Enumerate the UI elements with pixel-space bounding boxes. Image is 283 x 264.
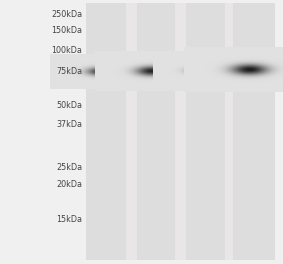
Text: 100kDa: 100kDa	[51, 46, 82, 55]
Text: 25kDa: 25kDa	[56, 163, 82, 172]
Bar	[137, 3, 175, 260]
Bar	[186, 3, 225, 260]
Text: 150kDa: 150kDa	[51, 26, 82, 35]
Text: 37kDa: 37kDa	[56, 120, 82, 129]
Text: 50kDa: 50kDa	[56, 101, 82, 110]
Text: 75kDa: 75kDa	[56, 67, 82, 76]
Text: 20kDa: 20kDa	[56, 180, 82, 189]
Text: 250kDa: 250kDa	[51, 10, 82, 19]
Bar	[233, 3, 275, 260]
Bar	[86, 3, 126, 260]
Text: 15kDa: 15kDa	[56, 215, 82, 224]
Bar	[86, 3, 275, 260]
